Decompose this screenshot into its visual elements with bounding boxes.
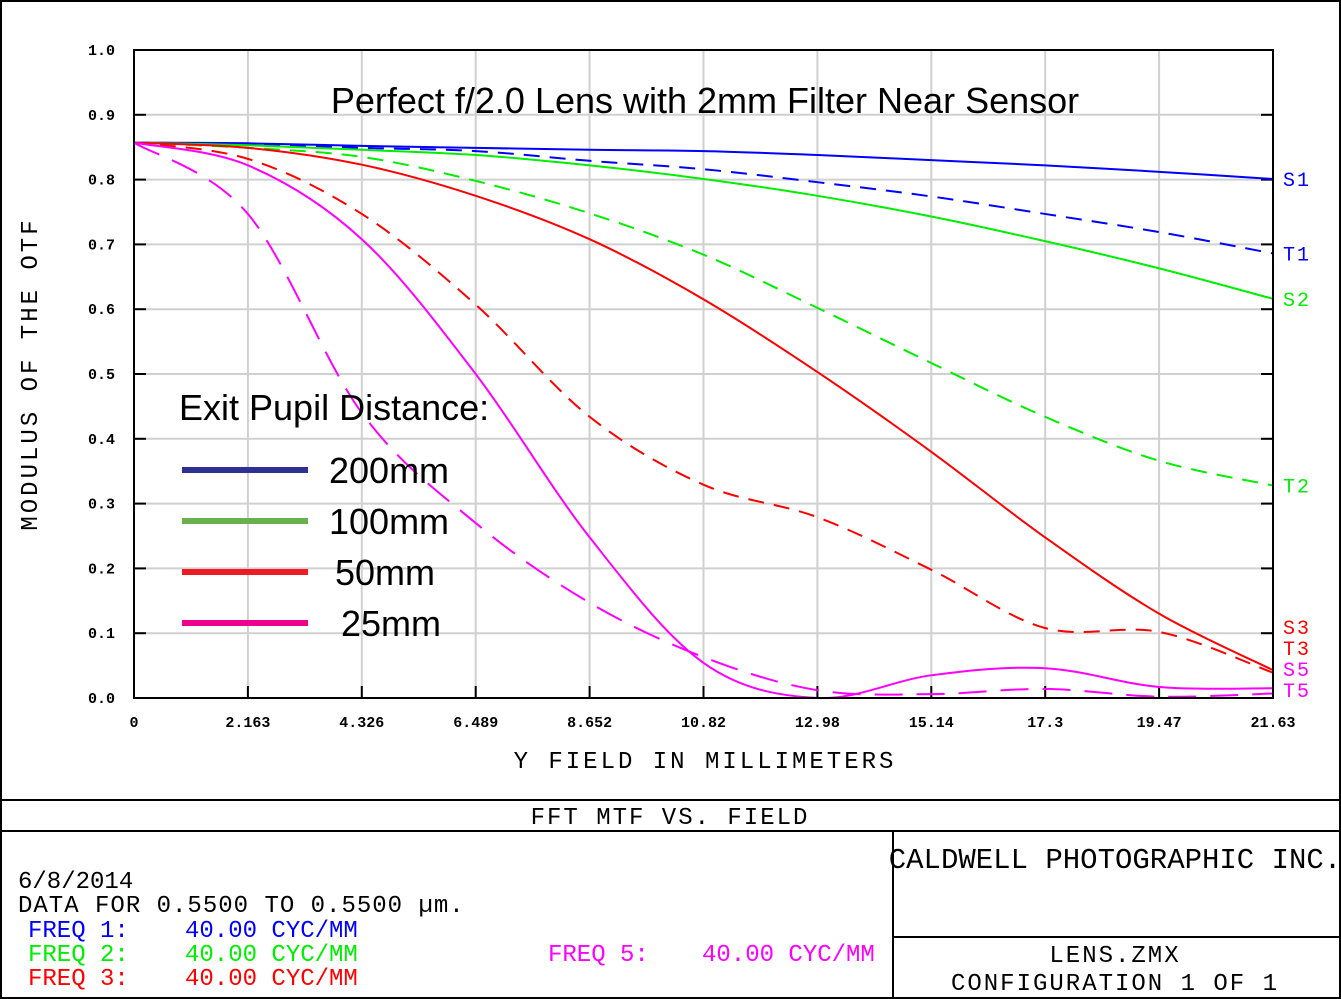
y-tick-label: 0.6 [88,302,115,319]
freq-label: FREQ 2: [28,942,129,969]
y-tick-label: 0.9 [88,108,115,125]
freq-value: 40.00 CYC/MM [185,942,358,969]
legend: Exit Pupil Distance: 200mm 100mm 50mm 25mm [179,387,489,644]
curve-label-t3: T3 [1283,639,1311,662]
y-tick-label: 0.7 [88,237,115,254]
configuration-text: CONFIGURATION 1 OF 1 [951,971,1279,998]
curve-t2 [133,141,1274,487]
legend-label: 25mm [341,603,441,644]
curve-label-s3: S3 [1283,618,1311,641]
wavelength-text: DATA FOR 0.5500 TO 0.5500 µm. [18,893,465,920]
y-tick-label: 0.4 [88,432,115,449]
x-tick-label: 21.63 [1250,715,1295,732]
curve-label-t5: T5 [1283,681,1311,704]
y-tick-label: 1.0 [88,43,115,60]
y-tick-label: 0.3 [88,497,115,514]
y-tick-label: 0.1 [88,626,115,643]
legend-label: 50mm [335,552,435,593]
plot-type-title: FFT MTF VS. FIELD [531,805,810,832]
x-tick-label: 19.47 [1137,715,1182,732]
curve-label-s2: S2 [1283,290,1311,313]
legend-title: Exit Pupil Distance: [179,387,489,428]
curve-label-t1: T1 [1283,244,1311,267]
curve-t5 [133,141,1274,698]
freq-label: FREQ 1: [28,918,129,945]
plot-frame [133,49,1274,699]
curve-s3 [133,141,1274,672]
chart-title: Perfect f/2.0 Lens with 2mm Filter Near … [331,80,1079,121]
file-name: LENS.ZMX [1049,943,1180,970]
company-name: CALDWELL PHOTOGRAPHIC INC. [889,844,1341,877]
y-tick-label: 0.8 [88,173,115,190]
x-tick-label: 4.326 [339,715,384,732]
x-tick-label: 15.14 [909,715,954,732]
freq-value: 40.00 CYC/MM [702,942,875,969]
freq-label: FREQ 5: [548,942,649,969]
y-axis-label: MODULUS OF THE OTF [18,217,45,530]
curve-t1 [133,141,1274,255]
x-tick-label: 10.82 [681,715,726,732]
frequency-list: FREQ 1: 40.00 CYC/MM FREQ 2: 40.00 CYC/MM FR… [28,918,875,993]
legend-label: 200mm [329,450,449,491]
legend-label: 100mm [329,501,449,542]
x-tick-label: 17.3 [1027,715,1063,732]
freq-value: 40.00 CYC/MM [185,966,358,993]
y-tick-label: 0.2 [88,561,115,578]
curve-label-s1: S1 [1283,170,1311,193]
curves [133,141,1274,700]
freq-label: FREQ 3: [28,966,129,993]
x-tick-label: 8.652 [567,715,612,732]
x-tick-label: 6.489 [453,715,498,732]
curve-t3 [133,141,1274,674]
x-axis-label: Y FIELD IN MILLIMETERS [514,749,897,776]
y-tick-label: 0.0 [88,691,115,708]
curve-label-s5: S5 [1283,660,1311,683]
y-tick-label: 0.5 [88,367,115,384]
grid [134,50,1273,698]
date-text: 6/8/2014 [18,869,133,896]
freq-value: 40.00 CYC/MM [185,918,358,945]
curve-s5 [133,141,1274,700]
curve-label-t2: T2 [1283,476,1311,499]
x-tick-label: 0 [129,715,138,732]
x-tick-label: 2.163 [225,715,270,732]
x-tick-label: 12.98 [795,715,840,732]
